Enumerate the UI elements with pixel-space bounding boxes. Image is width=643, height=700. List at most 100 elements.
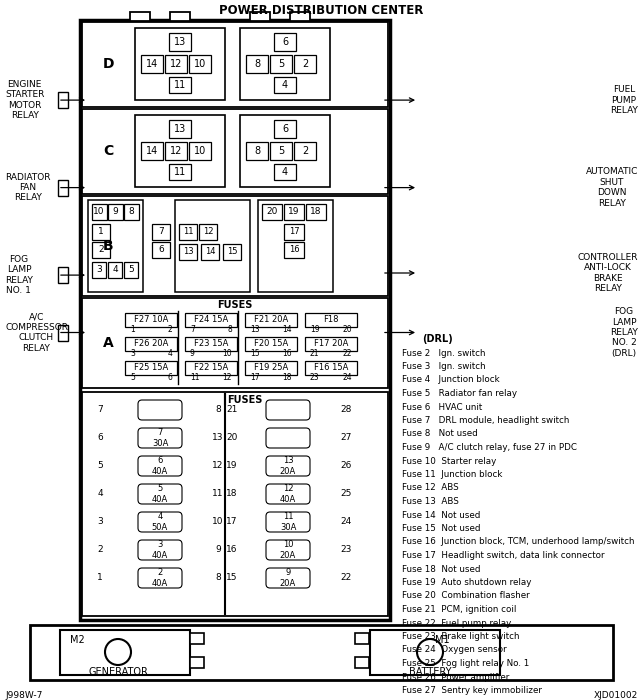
Bar — [284, 204, 304, 220]
Bar — [135, 115, 225, 187]
Text: 21: 21 — [226, 405, 238, 414]
Bar — [92, 262, 106, 278]
Text: 2: 2 — [98, 246, 104, 255]
Text: Fuse 6   HVAC unit: Fuse 6 HVAC unit — [402, 402, 482, 412]
Text: F23 15A: F23 15A — [194, 340, 228, 349]
Bar — [165, 55, 187, 73]
Text: 6
40A: 6 40A — [152, 456, 168, 476]
Text: 8: 8 — [254, 59, 260, 69]
Bar — [246, 142, 268, 160]
Text: 2: 2 — [167, 325, 172, 333]
Bar — [125, 361, 177, 375]
Bar — [141, 55, 163, 73]
Text: 17: 17 — [226, 517, 238, 526]
Text: F18: F18 — [323, 316, 339, 325]
Text: Fuse 15  Not used: Fuse 15 Not used — [402, 524, 480, 533]
Text: 20: 20 — [266, 207, 278, 216]
Bar — [58, 180, 68, 195]
Text: (DRL): (DRL) — [422, 334, 453, 344]
Text: POWER DISTRIBUTION CENTER: POWER DISTRIBUTION CENTER — [219, 4, 424, 17]
Text: 1: 1 — [130, 325, 135, 333]
Text: 6: 6 — [167, 372, 172, 382]
Bar — [274, 120, 296, 138]
Text: 5: 5 — [278, 146, 284, 156]
Text: 16: 16 — [289, 246, 299, 255]
Text: 12: 12 — [170, 59, 182, 69]
Bar — [245, 313, 297, 327]
Bar — [124, 204, 139, 220]
Text: 19: 19 — [226, 461, 238, 470]
Text: 4: 4 — [282, 80, 288, 90]
Text: M1: M1 — [435, 635, 449, 645]
Bar — [179, 224, 197, 240]
FancyBboxPatch shape — [138, 456, 182, 476]
Bar — [80, 20, 390, 620]
Text: F19 25A: F19 25A — [254, 363, 288, 372]
Text: Fuse 9   A/C clutch relay, fuse 27 in PDC: Fuse 9 A/C clutch relay, fuse 27 in PDC — [402, 443, 577, 452]
Text: Fuse 24  Oxygen sensor: Fuse 24 Oxygen sensor — [402, 645, 507, 654]
Text: F17 20A: F17 20A — [314, 340, 349, 349]
Text: 18: 18 — [226, 489, 238, 498]
Text: BATTERY: BATTERY — [409, 667, 451, 677]
Text: D: D — [102, 57, 114, 71]
Bar — [169, 33, 191, 51]
Bar — [58, 92, 68, 108]
Text: XJD01002: XJD01002 — [593, 690, 638, 699]
Text: 10: 10 — [222, 349, 232, 358]
Text: Fuse 14  Not used: Fuse 14 Not used — [402, 510, 480, 519]
Text: 4: 4 — [97, 489, 103, 498]
Bar — [185, 361, 237, 375]
Text: 22: 22 — [340, 573, 352, 582]
FancyBboxPatch shape — [138, 484, 182, 504]
Bar — [250, 12, 270, 21]
FancyBboxPatch shape — [266, 400, 310, 420]
Text: Fuse 2   Ign. switch: Fuse 2 Ign. switch — [402, 349, 485, 358]
Text: 19: 19 — [288, 207, 300, 216]
Text: 12: 12 — [203, 228, 213, 237]
Bar — [92, 204, 107, 220]
Text: Fuse 5   Radiator fan relay: Fuse 5 Radiator fan relay — [402, 389, 517, 398]
Bar — [306, 204, 326, 220]
Bar — [82, 109, 388, 194]
Text: 5: 5 — [130, 372, 135, 382]
Text: Fuse 7   DRL module, headlight switch: Fuse 7 DRL module, headlight switch — [402, 416, 569, 425]
Bar — [179, 244, 197, 260]
Text: 9
20A: 9 20A — [280, 568, 296, 588]
Text: 10: 10 — [212, 517, 224, 526]
Bar — [258, 200, 333, 292]
Bar — [135, 28, 225, 100]
Text: 11: 11 — [212, 489, 224, 498]
Text: 9: 9 — [112, 207, 118, 216]
Text: 7: 7 — [190, 325, 195, 333]
Text: 14: 14 — [146, 59, 158, 69]
Bar — [152, 224, 170, 240]
Text: 5
40A: 5 40A — [152, 484, 168, 504]
Text: 16: 16 — [226, 545, 238, 554]
Text: 5: 5 — [128, 265, 134, 274]
Text: 17: 17 — [289, 228, 299, 237]
FancyBboxPatch shape — [138, 540, 182, 560]
Bar — [274, 33, 296, 51]
Bar — [170, 12, 190, 21]
Text: 11
30A: 11 30A — [280, 512, 296, 532]
Bar — [88, 200, 143, 292]
Text: Fuse 19  Auto shutdown relay: Fuse 19 Auto shutdown relay — [402, 578, 531, 587]
Text: 5: 5 — [278, 59, 284, 69]
Text: 8: 8 — [128, 207, 134, 216]
Text: 12: 12 — [212, 461, 224, 470]
Text: 19: 19 — [310, 325, 320, 333]
Bar — [290, 12, 310, 21]
Bar — [185, 313, 237, 327]
Bar — [274, 77, 296, 93]
Text: 5: 5 — [97, 461, 103, 470]
Text: Fuse 18  Not used: Fuse 18 Not used — [402, 564, 480, 573]
Text: FUSES: FUSES — [228, 395, 263, 405]
Text: 22: 22 — [343, 349, 352, 358]
FancyBboxPatch shape — [138, 568, 182, 588]
Text: Fuse 12  ABS: Fuse 12 ABS — [402, 484, 458, 493]
Text: GENERATOR: GENERATOR — [88, 667, 148, 677]
Bar — [185, 337, 237, 351]
Text: Fuse 17  Headlight switch, data link connector: Fuse 17 Headlight switch, data link conn… — [402, 551, 604, 560]
Bar — [189, 55, 211, 73]
Bar — [82, 196, 388, 296]
